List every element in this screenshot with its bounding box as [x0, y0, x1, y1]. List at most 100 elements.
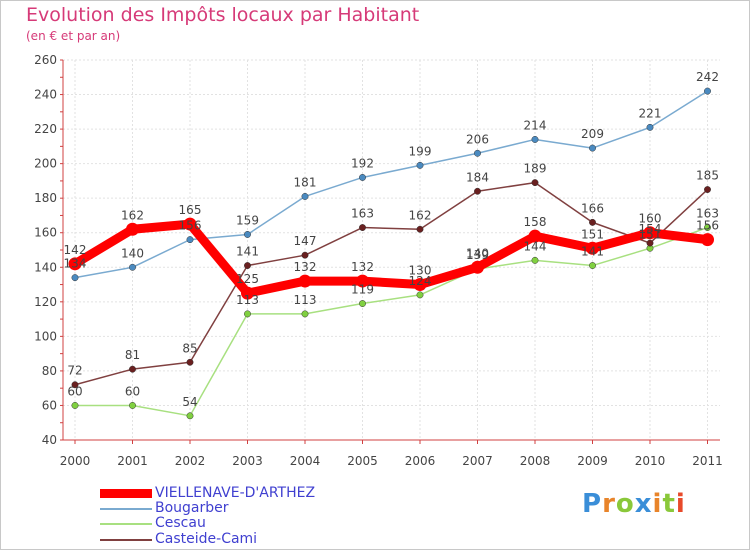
- data-point: [129, 402, 136, 409]
- data-point: [531, 179, 539, 187]
- y-tick-label: 60: [42, 398, 57, 412]
- logo-letter: r: [602, 489, 616, 519]
- legend-swatch: [100, 539, 152, 541]
- data-point: [704, 87, 711, 95]
- data-label: 242: [696, 70, 719, 84]
- y-tick-label: 120: [34, 295, 57, 309]
- data-label: 209: [581, 127, 604, 141]
- legend-label: Casteide-Cami: [155, 531, 258, 547]
- data-point: [244, 231, 251, 238]
- data-label: 158: [524, 215, 547, 229]
- y-tick-label: 240: [34, 88, 57, 102]
- data-point: [244, 310, 251, 318]
- data-point: [589, 144, 596, 152]
- data-label: 151: [639, 227, 662, 241]
- data-label: 139: [466, 248, 489, 262]
- data-point: [71, 274, 79, 282]
- data-point: [183, 217, 197, 231]
- data-point: [71, 402, 79, 409]
- x-tick-label: 2004: [290, 454, 321, 468]
- data-label: 60: [125, 384, 140, 398]
- data-label: 85: [182, 341, 197, 355]
- data-label: 181: [294, 175, 317, 189]
- data-label: 132: [351, 260, 374, 274]
- series-line: [74, 90, 709, 279]
- data-point: [298, 274, 312, 288]
- data-point: [704, 224, 711, 231]
- data-point: [646, 239, 654, 247]
- proxiti-logo: Proxiti: [582, 489, 686, 519]
- data-label: 140: [121, 246, 144, 260]
- data-label: 165: [179, 203, 202, 217]
- data-point: [531, 256, 539, 264]
- data-point: [186, 358, 194, 366]
- data-label: 160: [639, 212, 662, 226]
- data-point: [359, 300, 366, 307]
- data-label: 54: [182, 395, 197, 409]
- data-point: [359, 224, 366, 231]
- x-tick-label: 2001: [117, 454, 148, 468]
- y-tick-label: 160: [34, 226, 57, 240]
- data-label: 199: [409, 144, 432, 158]
- data-point: [704, 186, 711, 193]
- data-label: 185: [696, 169, 719, 183]
- x-tick-label: 2002: [175, 454, 206, 468]
- data-point: [244, 262, 251, 269]
- data-label: 140: [466, 246, 489, 260]
- legend-swatch: [100, 523, 152, 525]
- logo-letter: P: [582, 489, 603, 519]
- data-label: 134: [64, 257, 87, 271]
- data-label: 156: [179, 219, 202, 233]
- data-point: [646, 123, 654, 131]
- data-point: [474, 149, 481, 157]
- data-label: 124: [409, 274, 432, 288]
- data-point: [301, 193, 309, 200]
- data-point: [129, 263, 136, 271]
- data-label: 189: [524, 162, 547, 176]
- chart-plot: 40 60 80 100 120 140 160 180 200 220 240 260 2000 200…: [34, 53, 723, 468]
- data-point: [589, 262, 596, 269]
- y-tick-label: 80: [42, 364, 57, 378]
- data-label: 72: [67, 364, 82, 378]
- data-label: 144: [524, 239, 547, 253]
- data-label: 163: [351, 207, 374, 221]
- data-point: [416, 161, 424, 169]
- data-label: 142: [64, 243, 87, 257]
- data-label: 221: [639, 106, 662, 120]
- y-tick-label: 140: [34, 260, 57, 274]
- data-label: 60: [67, 384, 82, 398]
- data-point: [474, 187, 481, 195]
- x-tick-label: 2000: [60, 454, 91, 468]
- data-point: [71, 381, 79, 389]
- data-label: 159: [236, 213, 259, 227]
- data-label: 206: [466, 132, 489, 146]
- data-label: 156: [696, 219, 719, 233]
- series-cescau: [71, 224, 711, 420]
- x-tick-label: 2006: [405, 454, 436, 468]
- data-label: 192: [351, 156, 374, 170]
- y-tick-label: 180: [34, 191, 57, 205]
- y-tick-label: 260: [34, 53, 57, 67]
- data-point: [301, 310, 309, 318]
- data-point: [528, 229, 542, 243]
- data-point: [471, 260, 484, 274]
- data-label: 113: [236, 293, 259, 307]
- data-point: [643, 226, 657, 240]
- data-point: [589, 218, 596, 226]
- data-point: [241, 286, 254, 300]
- data-label: 130: [409, 264, 432, 278]
- data-point: [531, 136, 539, 143]
- data-label: 162: [409, 208, 432, 222]
- data-point: [416, 225, 424, 233]
- y-tick-label: 40: [42, 433, 57, 447]
- data-point: [126, 222, 139, 236]
- data-label: 81: [125, 348, 140, 362]
- data-point: [701, 233, 714, 247]
- data-label: 214: [524, 118, 547, 132]
- data-label: 184: [466, 170, 489, 184]
- series-casteide-cami: [71, 179, 711, 389]
- x-tick-label: 2003: [232, 454, 263, 468]
- chart-title: Evolution des Impôts locaux par Habitant: [26, 4, 420, 26]
- data-label: 132: [294, 260, 317, 274]
- x-tick-label: 2011: [692, 454, 723, 468]
